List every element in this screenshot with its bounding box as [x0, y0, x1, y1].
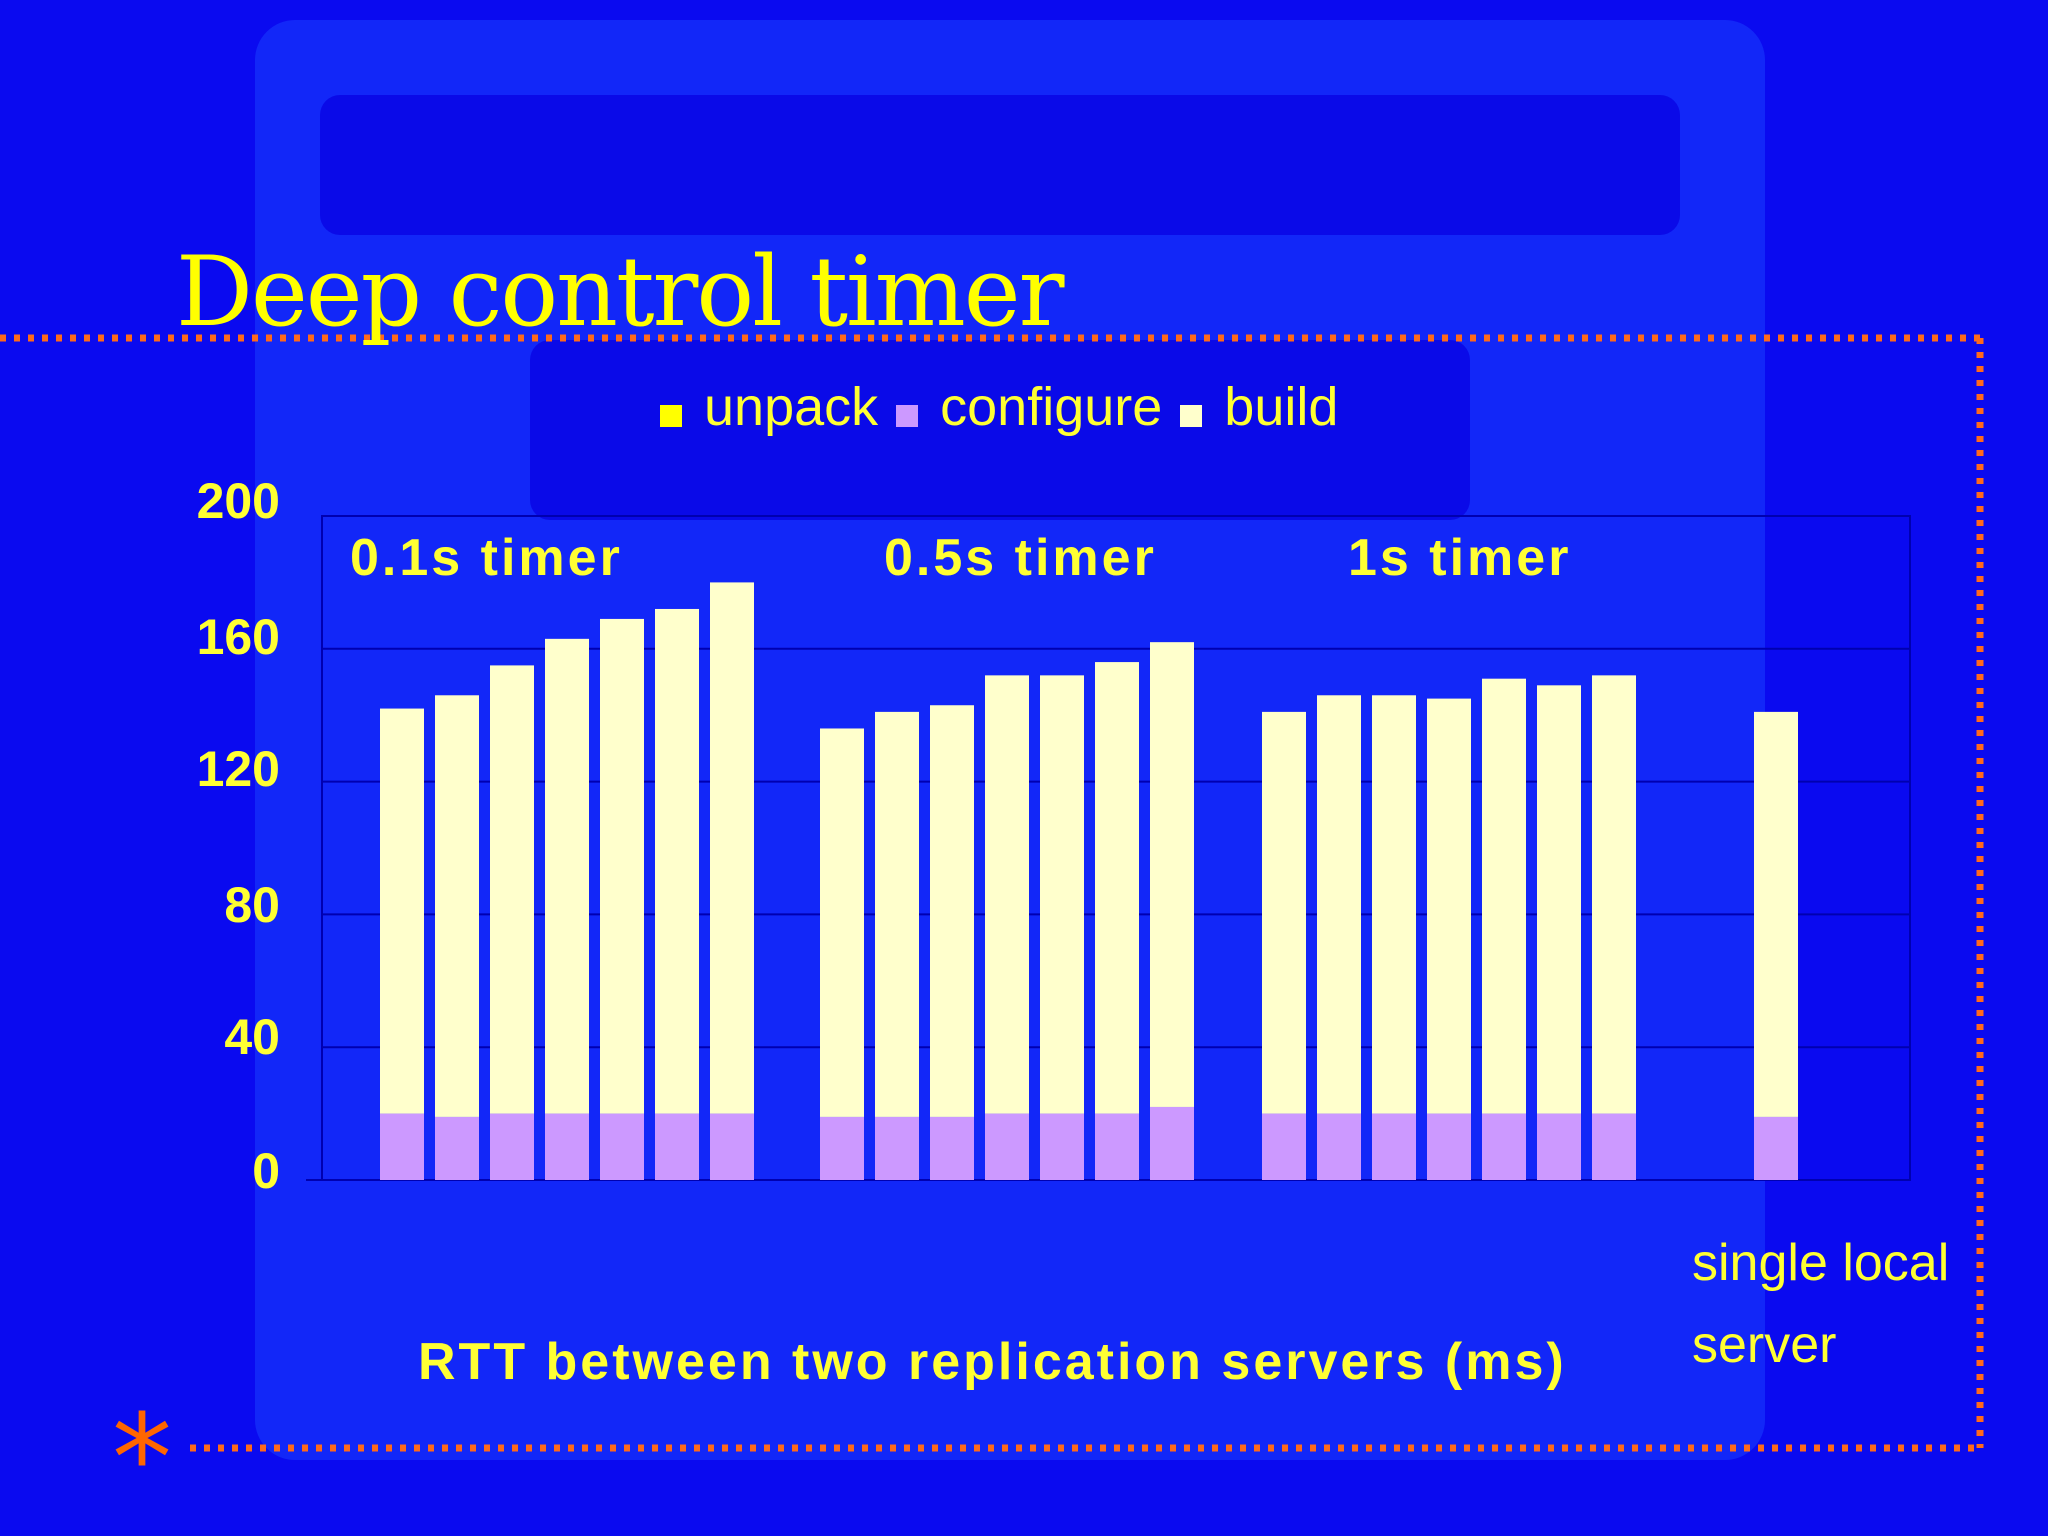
- bar-configure: [1262, 1113, 1306, 1180]
- bar-configure: [380, 1113, 424, 1180]
- group-label-0.5s: 0.5s timer: [884, 529, 1157, 587]
- legend-item-unpack: unpack: [660, 376, 878, 438]
- y-tick-label: 120: [196, 741, 280, 797]
- legend-label-build: build: [1224, 377, 1339, 437]
- bar-configure: [820, 1116, 864, 1180]
- bar-configure: [1427, 1113, 1471, 1180]
- bar-configure: [655, 1113, 699, 1180]
- bar-configure: [490, 1113, 534, 1180]
- bar-configure: [1482, 1113, 1526, 1180]
- bar-build: [490, 665, 534, 1114]
- bar-build: [1095, 662, 1139, 1114]
- bar-build: [655, 608, 699, 1114]
- bar-build: [380, 708, 424, 1114]
- bar-build: [875, 711, 919, 1117]
- asterisk-bullet: *: [112, 1390, 172, 1529]
- bar-configure: [1317, 1113, 1361, 1180]
- bar-configure: [985, 1113, 1029, 1180]
- bar-configure: [435, 1116, 479, 1180]
- legend-swatch-configure: [896, 405, 919, 427]
- bar-build: [545, 638, 589, 1114]
- bar-configure: [1372, 1113, 1416, 1180]
- bar-configure: [1592, 1113, 1636, 1180]
- background-inner: [320, 95, 1680, 520]
- bar-build: [1427, 698, 1471, 1114]
- legend-swatch-build: [1180, 405, 1203, 427]
- bar-build: [1372, 695, 1416, 1114]
- bar-build: [1317, 695, 1361, 1114]
- bar-build: [600, 618, 644, 1114]
- y-tick-label: 80: [224, 877, 280, 933]
- bar-build: [435, 695, 479, 1117]
- bar-build: [820, 728, 864, 1117]
- bar-build: [1150, 642, 1194, 1107]
- legend-swatch-unpack: [660, 405, 682, 427]
- bar-configure: [600, 1113, 644, 1180]
- bar-build: [1262, 711, 1306, 1114]
- y-tick-label: 40: [224, 1009, 280, 1065]
- legend-label-configure: configure: [940, 377, 1163, 437]
- bar-build: [985, 675, 1029, 1114]
- chart-legend: unpack configure build: [660, 372, 1338, 442]
- bar-configure: [1150, 1106, 1194, 1180]
- bar-build: [930, 705, 974, 1117]
- y-tick-label: 160: [196, 609, 280, 665]
- bar-configure: [1095, 1113, 1139, 1180]
- bar-configure: [875, 1116, 919, 1180]
- bar-build: [1537, 685, 1581, 1114]
- bar-configure: [545, 1113, 589, 1180]
- y-tick-label: 200: [196, 473, 280, 529]
- bar-configure: [1754, 1116, 1798, 1180]
- group-label-1s: 1s timer: [1348, 529, 1572, 587]
- legend-item-build: build: [1180, 376, 1338, 438]
- single-label-line-2: server: [1692, 1316, 1837, 1374]
- legend-label-unpack: unpack: [704, 377, 879, 437]
- single-local-server-label: single local server: [1692, 1222, 1949, 1386]
- bar-build: [1592, 675, 1636, 1114]
- bar-configure: [710, 1113, 754, 1180]
- legend-item-configure: configure: [896, 376, 1162, 438]
- x-axis-label: RTT between two replication servers (ms): [418, 1333, 1567, 1391]
- bar-configure: [930, 1116, 974, 1180]
- bar-build: [1040, 675, 1084, 1114]
- bar-build: [1754, 711, 1798, 1117]
- bar-configure: [1537, 1113, 1581, 1180]
- single-label-line-1: single local: [1692, 1234, 1950, 1292]
- dotted-border: [0, 334, 1984, 1452]
- y-tick-label: 0: [252, 1143, 280, 1199]
- slide-title: Deep control timer: [176, 236, 1064, 348]
- bar-build: [1482, 678, 1526, 1114]
- bar-build: [710, 582, 754, 1114]
- bar-configure: [1040, 1113, 1084, 1180]
- group-label-0.1s: 0.1s timer: [350, 529, 623, 587]
